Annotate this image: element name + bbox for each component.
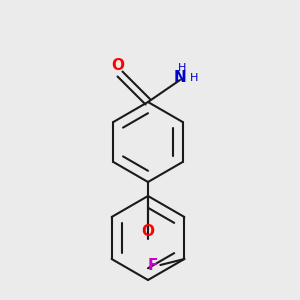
Text: F: F — [147, 257, 158, 272]
Text: H: H — [190, 73, 198, 83]
Text: N: N — [174, 70, 186, 86]
Text: H: H — [178, 63, 186, 73]
Text: O: O — [142, 224, 154, 239]
Text: O: O — [112, 58, 124, 74]
